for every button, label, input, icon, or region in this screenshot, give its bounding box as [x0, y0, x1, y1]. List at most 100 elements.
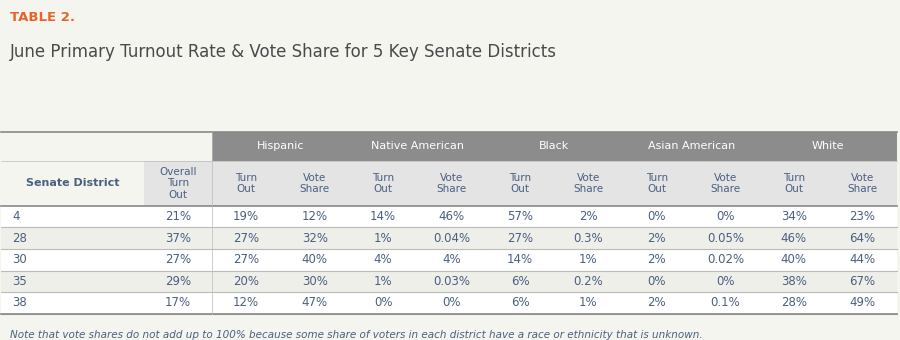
Text: Turn
Out: Turn Out	[646, 172, 668, 194]
Text: 0.03%: 0.03%	[433, 275, 470, 288]
Bar	[760, 132, 896, 161]
Bar	[144, 132, 212, 161]
Bar	[349, 161, 418, 206]
Text: Vote
Share: Vote Share	[573, 172, 604, 194]
Text: 1%: 1%	[580, 296, 598, 309]
Text: Black: Black	[539, 141, 570, 151]
Text: 34%: 34%	[781, 210, 806, 223]
Text: 2%: 2%	[648, 296, 666, 309]
Text: 28%: 28%	[781, 296, 806, 309]
Bar	[2, 227, 896, 249]
Text: 4: 4	[12, 210, 20, 223]
Bar	[2, 271, 896, 292]
Text: 6%: 6%	[510, 296, 529, 309]
Bar	[486, 161, 554, 206]
Bar	[281, 161, 349, 206]
Text: Overall
Turn
Out: Overall Turn Out	[159, 167, 196, 200]
Bar	[691, 161, 760, 206]
Text: 1%: 1%	[374, 275, 392, 288]
Bar	[623, 132, 760, 161]
Text: Turn
Out: Turn Out	[783, 172, 805, 194]
Bar	[349, 132, 486, 161]
Text: Note that vote shares do not add up to 100% because some share of voters in each: Note that vote shares do not add up to 1…	[10, 330, 703, 340]
Text: 0%: 0%	[648, 210, 666, 223]
Text: June Primary Turnout Rate & Vote Share for 5 Key Senate Districts: June Primary Turnout Rate & Vote Share f…	[10, 43, 557, 61]
Bar	[212, 161, 281, 206]
Text: 14%: 14%	[370, 210, 396, 223]
Text: 0.3%: 0.3%	[573, 232, 603, 245]
Text: Turn
Out: Turn Out	[372, 172, 394, 194]
Text: 2%: 2%	[648, 253, 666, 266]
Text: 1%: 1%	[580, 253, 598, 266]
Bar	[144, 161, 212, 206]
Text: 40%: 40%	[302, 253, 328, 266]
Bar	[486, 132, 623, 161]
Text: 46%: 46%	[781, 232, 807, 245]
Text: 0.05%: 0.05%	[706, 232, 744, 245]
Text: 30: 30	[12, 253, 27, 266]
Text: Vote
Share: Vote Share	[710, 172, 741, 194]
Text: 0.04%: 0.04%	[433, 232, 470, 245]
Text: 2%: 2%	[648, 232, 666, 245]
Text: Turn
Out: Turn Out	[235, 172, 257, 194]
Text: 2%: 2%	[580, 210, 598, 223]
Text: 19%: 19%	[233, 210, 259, 223]
Text: Vote
Share: Vote Share	[847, 172, 878, 194]
Text: 0%: 0%	[716, 275, 734, 288]
Text: 27%: 27%	[233, 253, 259, 266]
Bar	[623, 161, 691, 206]
Text: 27%: 27%	[165, 253, 191, 266]
Text: 12%: 12%	[302, 210, 328, 223]
Text: 49%: 49%	[850, 296, 876, 309]
Text: 0%: 0%	[648, 275, 666, 288]
Text: 30%: 30%	[302, 275, 328, 288]
Text: Hispanic: Hispanic	[256, 141, 304, 151]
Text: 27%: 27%	[507, 232, 533, 245]
Text: 0.2%: 0.2%	[573, 275, 603, 288]
Bar	[2, 292, 896, 314]
Text: Vote
Share: Vote Share	[436, 172, 466, 194]
Text: 40%: 40%	[781, 253, 806, 266]
Bar	[2, 249, 896, 271]
Text: 0%: 0%	[374, 296, 392, 309]
Text: White: White	[812, 141, 844, 151]
Bar	[760, 161, 828, 206]
Text: 1%: 1%	[374, 232, 392, 245]
Text: Senate District: Senate District	[26, 178, 119, 188]
Text: 0%: 0%	[442, 296, 461, 309]
Text: 38%: 38%	[781, 275, 806, 288]
Text: 0%: 0%	[716, 210, 734, 223]
Text: 21%: 21%	[165, 210, 191, 223]
Text: 14%: 14%	[507, 253, 533, 266]
Bar	[2, 206, 896, 227]
Text: 12%: 12%	[233, 296, 259, 309]
Bar	[554, 161, 623, 206]
Text: 57%: 57%	[507, 210, 533, 223]
Text: 4%: 4%	[374, 253, 392, 266]
Text: 37%: 37%	[165, 232, 191, 245]
Text: 46%: 46%	[438, 210, 464, 223]
Bar	[212, 132, 349, 161]
Text: 67%: 67%	[850, 275, 876, 288]
Text: 4%: 4%	[442, 253, 461, 266]
Text: 35: 35	[12, 275, 27, 288]
Text: Native American: Native American	[371, 141, 464, 151]
Text: 0.02%: 0.02%	[706, 253, 744, 266]
Text: 38: 38	[12, 296, 27, 309]
Text: 0.1%: 0.1%	[710, 296, 741, 309]
Bar	[2, 132, 144, 161]
Text: 17%: 17%	[165, 296, 191, 309]
Text: 47%: 47%	[302, 296, 328, 309]
Text: 6%: 6%	[510, 275, 529, 288]
Text: Vote
Share: Vote Share	[300, 172, 329, 194]
Text: 44%: 44%	[850, 253, 876, 266]
Text: Turn
Out: Turn Out	[509, 172, 531, 194]
Text: 64%: 64%	[850, 232, 876, 245]
Text: 27%: 27%	[233, 232, 259, 245]
Text: TABLE 2.: TABLE 2.	[10, 11, 76, 24]
Text: 20%: 20%	[233, 275, 259, 288]
Text: Asian American: Asian American	[647, 141, 734, 151]
Text: 32%: 32%	[302, 232, 328, 245]
Text: 29%: 29%	[165, 275, 191, 288]
Bar	[2, 161, 144, 206]
